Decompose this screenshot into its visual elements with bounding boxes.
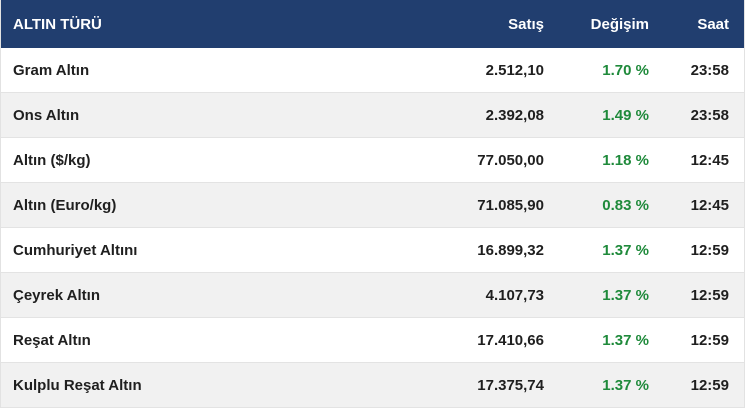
table-row[interactable]: Ons Altın 2.392,08 1.49 % 23:58 [1, 93, 744, 138]
update-time: 12:59 [690, 331, 729, 349]
header-change: Değişim [590, 15, 649, 33]
header-gold-type: ALTIN TÜRÜ [13, 15, 102, 33]
sale-price: 17.375,74 [477, 376, 544, 394]
gold-type-name: Altın ($/kg) [13, 151, 91, 169]
sale-price: 16.899,32 [477, 241, 544, 259]
table-row[interactable]: Altın ($/kg) 77.050,00 1.18 % 12:45 [1, 138, 744, 183]
header-sale-price: Satış [508, 15, 544, 33]
change-percent: 1.37 % [602, 286, 649, 304]
table-row[interactable]: Kulplu Reşat Altın 17.375,74 1.37 % 12:5… [1, 363, 744, 408]
update-time: 12:45 [690, 151, 729, 169]
update-time: 12:59 [690, 286, 729, 304]
table-row[interactable]: Reşat Altın 17.410,66 1.37 % 12:59 [1, 318, 744, 363]
change-percent: 1.37 % [602, 241, 649, 259]
sale-price: 71.085,90 [477, 196, 544, 214]
update-time: 23:58 [690, 61, 729, 79]
change-percent: 0.83 % [602, 196, 649, 214]
gold-type-name: Cumhuriyet Altını [13, 241, 138, 259]
sale-price: 2.392,08 [485, 106, 544, 124]
gold-type-name: Kulplu Reşat Altın [13, 376, 142, 394]
change-percent: 1.37 % [602, 331, 649, 349]
update-time: 12:45 [690, 196, 729, 214]
gold-type-name: Reşat Altın [13, 331, 91, 349]
header-time: Saat [697, 15, 729, 33]
sale-price: 4.107,73 [485, 286, 544, 304]
change-percent: 1.18 % [602, 151, 649, 169]
update-time: 12:59 [690, 376, 729, 394]
gold-type-name: Altın (Euro/kg) [13, 196, 117, 214]
gold-type-name: Çeyrek Altın [13, 286, 100, 304]
sale-price: 2.512,10 [485, 61, 544, 79]
update-time: 12:59 [690, 241, 729, 259]
table-row[interactable]: Cumhuriyet Altını 16.899,32 1.37 % 12:59 [1, 228, 744, 273]
gold-type-name: Gram Altın [13, 61, 90, 79]
table-row[interactable]: Altın (Euro/kg) 71.085,90 0.83 % 12:45 [1, 183, 744, 228]
change-percent: 1.37 % [602, 376, 649, 394]
change-percent: 1.70 % [602, 61, 649, 79]
sale-price: 77.050,00 [477, 151, 544, 169]
table-header: ALTIN TÜRÜ Satış Değişim Saat [1, 0, 744, 48]
change-percent: 1.49 % [602, 106, 649, 124]
table-row[interactable]: Çeyrek Altın 4.107,73 1.37 % 12:59 [1, 273, 744, 318]
update-time: 23:58 [690, 106, 729, 124]
sale-price: 17.410,66 [477, 331, 544, 349]
gold-type-name: Ons Altın [13, 106, 80, 124]
table-row[interactable]: Gram Altın 2.512,10 1.70 % 23:58 [1, 48, 744, 93]
